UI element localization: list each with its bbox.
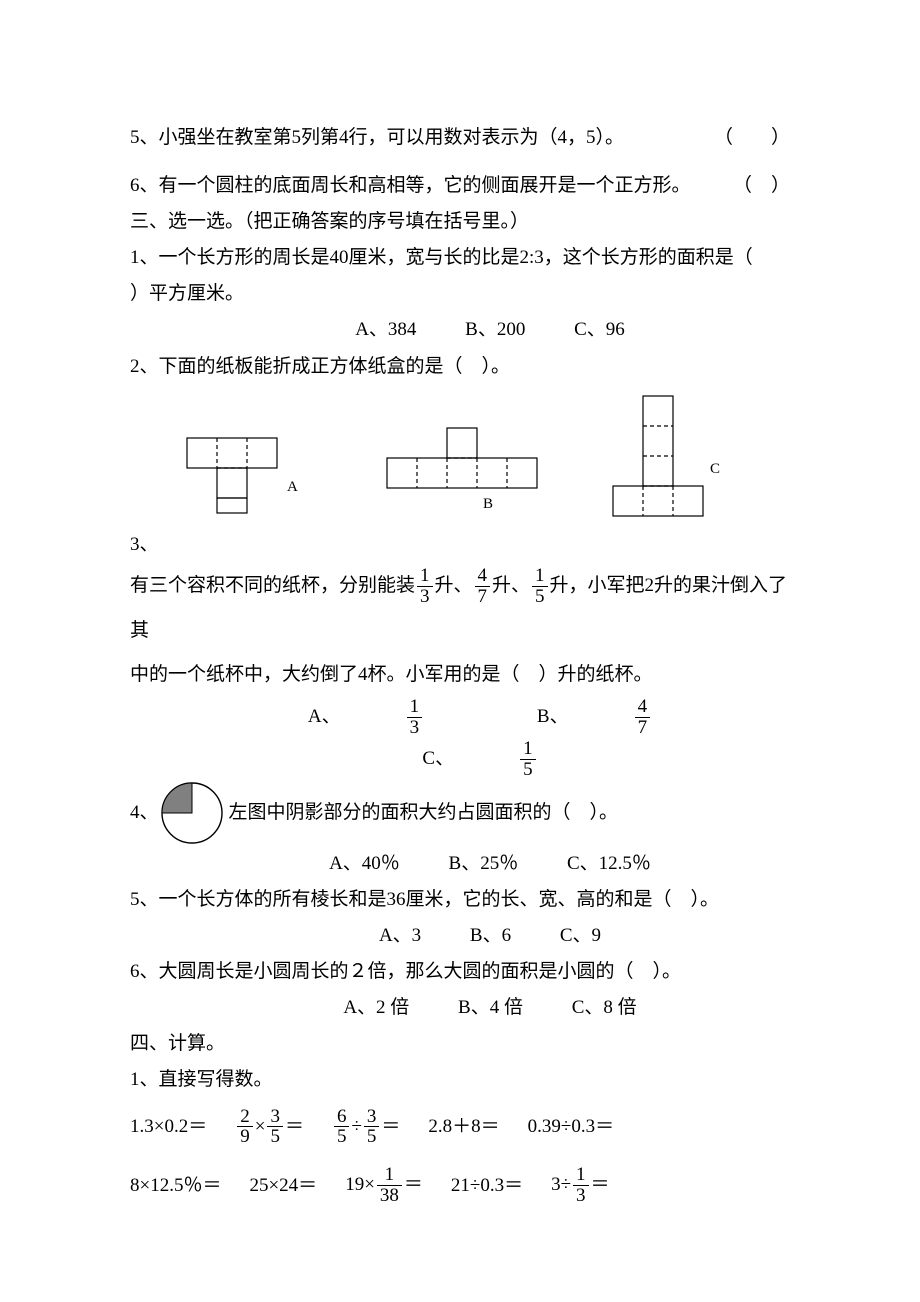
s3-q4-text: 左图中阴影部分的面积大约占圆面积的（ ）。 xyxy=(229,795,619,831)
s3-q3-t2: 升、 xyxy=(435,575,473,596)
section4-title: 四、计算。 xyxy=(130,1026,790,1062)
s3-q1-optB: B、200 xyxy=(465,312,525,348)
s3-q4: 4、 左图中阴影部分的面积大约占圆面积的（ ）。 xyxy=(130,780,790,846)
net-c-svg: C xyxy=(608,393,738,523)
s3-q4-num: 4、 xyxy=(130,795,159,831)
s3-q1-optA: A、384 xyxy=(355,312,416,348)
frac-1-5: 15 xyxy=(532,566,548,607)
s3-q3-options: A、13 B、47 C、15 xyxy=(130,696,790,780)
calc-1-3: 65÷35＝ xyxy=(332,1107,400,1148)
frac-4-7: 47 xyxy=(475,566,491,607)
s3-q6-optB: B、4 倍 xyxy=(458,990,523,1026)
calc-2-3: 19×138＝ xyxy=(345,1165,423,1206)
frac-1-3: 13 xyxy=(417,566,433,607)
s3-q1-line1: 1、一个长方形的周长是40厘米，宽与长的比是2:3，这个长方形的面积是（ xyxy=(130,240,790,276)
s3-q3-num: 3、 xyxy=(130,527,790,563)
s3-q1-options: A、384 B、200 C、96 xyxy=(130,312,790,348)
s3-q3-t1: 有三个容积不同的纸杯，分别能装 xyxy=(130,575,415,596)
s3-q5-text: 5、一个长方体的所有棱长和是36厘米，它的长、宽、高的和是（ ）。 xyxy=(130,882,790,918)
net-a-label: A xyxy=(287,479,298,495)
s3-q3-optB: B、47 xyxy=(515,696,694,738)
calc-1-2: 29×35＝ xyxy=(235,1107,304,1148)
net-b: B xyxy=(385,423,545,523)
judge-q6-paren: （ ） xyxy=(733,168,790,204)
net-a: A xyxy=(182,423,322,523)
calc-2-4: 21÷0.3＝ xyxy=(451,1168,523,1204)
calc-2-1: 8×12.5％＝ xyxy=(130,1168,221,1204)
s3-q3-t3: 升、 xyxy=(492,575,530,596)
judge-q5-paren: （ ） xyxy=(714,120,790,156)
net-c-label: C xyxy=(710,461,720,477)
calc-2-2: 25×24＝ xyxy=(249,1168,317,1204)
s3-q6-optC: C、8 倍 xyxy=(572,990,637,1026)
s3-q6-optA: A、2 倍 xyxy=(343,990,409,1026)
calc-row-1: 1.3×0.2＝ 29×35＝ 65÷35＝ 2.8＋8＝ 0.39÷0.3＝ xyxy=(130,1107,790,1148)
net-b-label: B xyxy=(483,496,493,512)
calc-2-5: 3÷13＝ xyxy=(551,1165,609,1206)
s3-q3-optA: A、13 xyxy=(286,696,466,738)
judge-q6-text: 6、有一个圆柱的底面周长和高相等，它的侧面展开是一个正方形。 xyxy=(130,175,691,196)
judge-q5-text: 5、小强坐在教室第5列第4行，可以用数对表示为（4，5）。 xyxy=(130,127,624,148)
judge-q6: 6、有一个圆柱的底面周长和高相等，它的侧面展开是一个正方形。 （ ） xyxy=(130,168,790,204)
s3-q5-optB: B、6 xyxy=(470,918,511,954)
s3-q5-options: A、3 B、6 C、9 xyxy=(130,918,790,954)
net-a-svg: A xyxy=(182,423,322,523)
s3-q4-optB: B、25％ xyxy=(449,846,519,882)
calc-row-2: 8×12.5％＝ 25×24＝ 19×138＝ 21÷0.3＝ 3÷13＝ xyxy=(130,1165,790,1206)
s3-q6-text: 6、大圆周长是小圆周长的２倍，那么大圆的面积是小圆的（ ）。 xyxy=(130,954,790,990)
s3-q1-line2: ）平方厘米。 xyxy=(130,276,790,312)
s4-sub1: 1、直接写得数。 xyxy=(130,1062,790,1098)
s3-q4-options: A、40％ B、25％ C、12.5％ xyxy=(130,846,790,882)
calc-1-1: 1.3×0.2＝ xyxy=(130,1109,207,1145)
net-b-svg: B xyxy=(385,423,545,523)
s3-q5-optA: A、3 xyxy=(379,918,421,954)
pie-chart-icon xyxy=(159,780,225,846)
s3-q1-optC: C、96 xyxy=(574,312,625,348)
s3-q4-optA: A、40％ xyxy=(329,846,400,882)
s3-q2-text: 2、下面的纸板能折成正方体纸盒的是（ ）。 xyxy=(130,349,790,385)
section3-title: 三、选一选。（把正确答案的序号填在括号里。） xyxy=(130,204,790,240)
calc-1-5: 0.39÷0.3＝ xyxy=(528,1109,614,1145)
calc-1-4: 2.8＋8＝ xyxy=(428,1109,499,1145)
s3-q6-options: A、2 倍 B、4 倍 C、8 倍 xyxy=(130,990,790,1026)
s3-q4-optC: C、12.5％ xyxy=(567,846,651,882)
s3-q3-line1: 有三个容积不同的纸杯，分别能装13升、47升、15升，小军把2升的果汁倒入了其 xyxy=(130,563,790,654)
cube-nets: A B xyxy=(130,393,790,523)
s3-q3-line2: 中的一个纸杯中，大约倒了4杯。小军用的是（ ）升的纸杯。 xyxy=(130,654,790,696)
net-c: C xyxy=(608,393,738,523)
judge-q5: 5、小强坐在教室第5列第4行，可以用数对表示为（4，5）。 （ ） xyxy=(130,120,790,156)
s3-q3-optC: C、15 xyxy=(400,738,579,780)
s3-q5-optC: C、9 xyxy=(560,918,601,954)
exam-page: 5、小强坐在教室第5列第4行，可以用数对表示为（4，5）。 （ ） 6、有一个圆… xyxy=(0,0,920,1274)
